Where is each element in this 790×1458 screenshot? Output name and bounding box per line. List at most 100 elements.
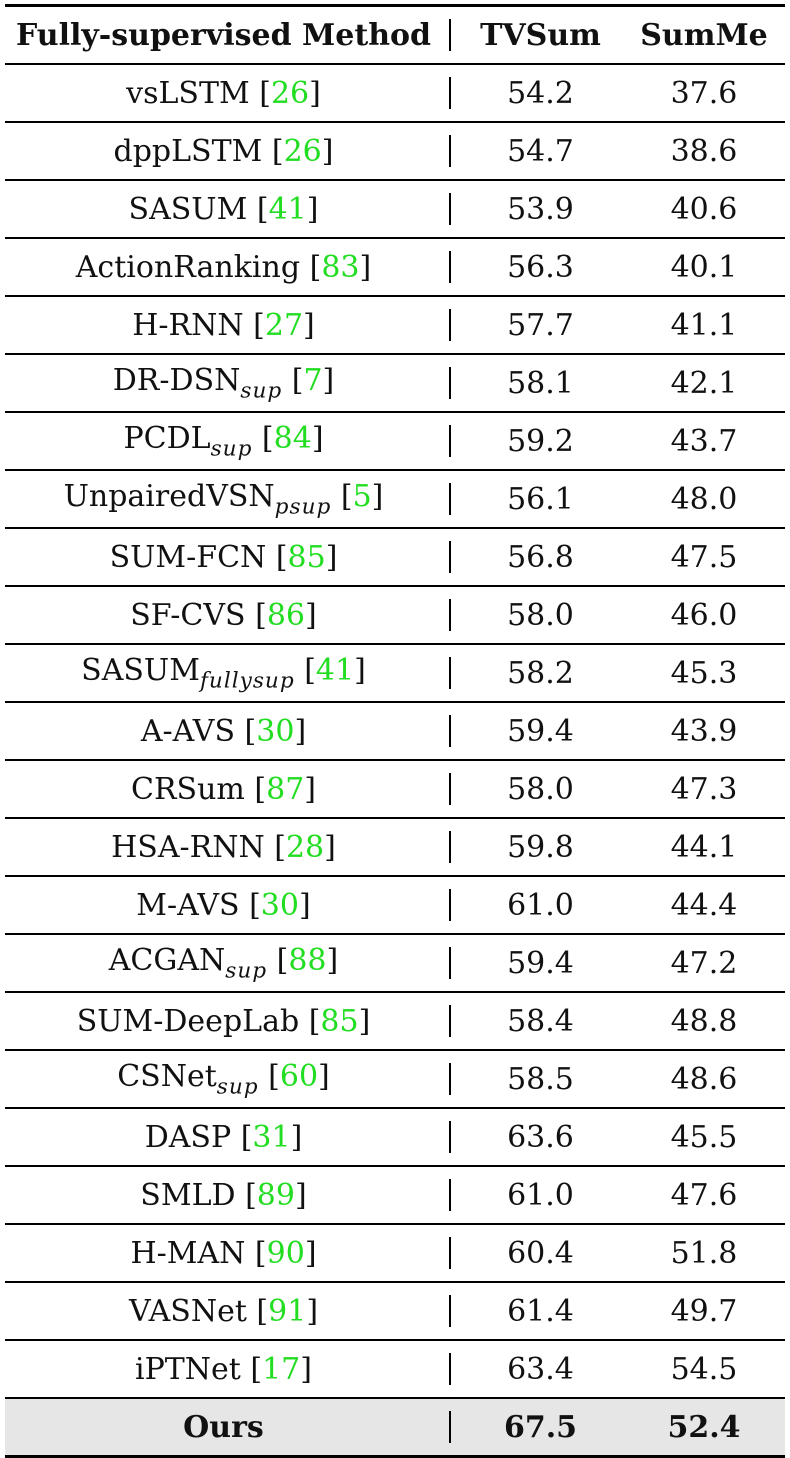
citation-link[interactable]: 90 xyxy=(266,1235,305,1271)
table-row: M-AVS [30] 61.0 44.4 xyxy=(5,876,785,935)
method-name: VASNet xyxy=(128,1293,247,1329)
method-subscript: sup xyxy=(216,1074,259,1100)
method-name: CRSum xyxy=(130,771,245,807)
table-body: vsLSTM [26] 54.2 37.6 dppLSTM [26] 54.7 38.6 S… xyxy=(5,64,785,1458)
table-row: HSA-RNN [28] 59.8 44.1 xyxy=(5,818,785,877)
method-cell: DR-DSNsup [7] xyxy=(5,354,442,413)
column-separator xyxy=(442,528,458,587)
method-cell: iPTNet [17] xyxy=(5,1340,442,1399)
tvsum-score: 59.4 xyxy=(458,702,623,761)
column-separator xyxy=(442,1340,458,1399)
summe-score: 47.6 xyxy=(623,1166,785,1225)
table-row: ACGANsup [88] 59.4 47.2 xyxy=(5,934,785,993)
tvsum-score: 56.1 xyxy=(458,470,623,529)
method-name: HSA-RNN xyxy=(111,829,265,865)
tvsum-score: 59.2 xyxy=(458,412,623,471)
citation-link[interactable]: 5 xyxy=(352,478,372,514)
citation-link[interactable]: 30 xyxy=(256,713,295,749)
citation-link[interactable]: 31 xyxy=(252,1119,291,1155)
method-name: SUM-DeepLab xyxy=(76,1003,300,1039)
header-row: Fully-supervised Method TVSum SumMe xyxy=(5,4,785,65)
table-row: A-AVS [30] 59.4 43.9 xyxy=(5,702,785,761)
tvsum-score: 53.9 xyxy=(458,180,623,239)
table-row: VASNet [91] 61.4 49.7 xyxy=(5,1282,785,1341)
summe-score: 54.5 xyxy=(623,1340,785,1399)
citation-link[interactable]: 85 xyxy=(320,1003,359,1039)
column-separator xyxy=(442,4,458,65)
method-name: vsLSTM xyxy=(126,75,250,111)
citation-link[interactable]: 88 xyxy=(288,942,327,978)
header-summe: SumMe xyxy=(623,4,785,65)
method-name: iPTNet xyxy=(134,1351,241,1387)
tvsum-score: 63.4 xyxy=(458,1340,623,1399)
method-cell: HSA-RNN [28] xyxy=(5,818,442,877)
citation-link[interactable]: 26 xyxy=(270,75,310,111)
table-row: dppLSTM [26] 54.7 38.6 xyxy=(5,122,785,181)
tvsum-score: 61.4 xyxy=(458,1282,623,1341)
method-subscript: fullysup xyxy=(199,668,295,694)
tvsum-score: 56.8 xyxy=(458,528,623,587)
summe-score: 38.6 xyxy=(623,122,785,181)
citation-link[interactable]: 41 xyxy=(268,191,307,227)
method-name: ActionRanking xyxy=(75,249,301,285)
column-separator xyxy=(442,934,458,993)
table-row: DASP [31] 63.6 45.5 xyxy=(5,1108,785,1167)
method-name: CSNet xyxy=(117,1058,217,1094)
method-name: UnpairedVSN xyxy=(63,478,275,514)
citation-link[interactable]: 84 xyxy=(273,420,312,456)
method-cell: H-MAN [90] xyxy=(5,1224,442,1283)
method-name: DR-DSN xyxy=(112,362,241,398)
method-name: PCDL xyxy=(123,420,211,456)
citation-link[interactable]: 91 xyxy=(268,1293,307,1329)
table-row: H-MAN [90] 60.4 51.8 xyxy=(5,1224,785,1283)
tvsum-score: 58.4 xyxy=(458,992,623,1051)
citation-link[interactable]: 27 xyxy=(264,307,304,343)
citation-link[interactable]: 83 xyxy=(321,249,360,285)
method-name: dppLSTM xyxy=(113,133,263,169)
citation-link[interactable]: 17 xyxy=(262,1351,301,1387)
column-separator xyxy=(442,876,458,935)
column-separator xyxy=(442,122,458,181)
tvsum-score: 59.4 xyxy=(458,934,623,993)
citation-link[interactable]: 7 xyxy=(303,362,323,398)
tvsum-score: 58.0 xyxy=(458,760,623,819)
tvsum-score: 58.5 xyxy=(458,1050,623,1109)
citation-link[interactable]: 60 xyxy=(279,1058,319,1094)
method-name: ACGAN xyxy=(108,942,226,978)
method-cell: CRSum [87] xyxy=(5,760,442,819)
method-cell: UnpairedVSNpsup [5] xyxy=(5,470,442,529)
tvsum-score: 63.6 xyxy=(458,1108,623,1167)
tvsum-score: 59.8 xyxy=(458,818,623,877)
citation-link[interactable]: 41 xyxy=(315,652,355,688)
method-cell: SUM-DeepLab [85] xyxy=(5,992,442,1051)
method-cell: SASUM [41] xyxy=(5,180,442,239)
method-cell: SASUMfullysup [41] xyxy=(5,644,442,703)
method-name: SASUM xyxy=(81,652,200,688)
citation-link[interactable]: 26 xyxy=(283,133,322,169)
header-method: Fully-supervised Method xyxy=(5,4,442,65)
column-separator xyxy=(442,1166,458,1225)
table-row: SMLD [89] 61.0 47.6 xyxy=(5,1166,785,1225)
method-subscript: psup xyxy=(274,494,332,520)
summe-score: 47.2 xyxy=(623,934,785,993)
column-separator xyxy=(442,760,458,819)
method-cell: VASNet [91] xyxy=(5,1282,442,1341)
table-row: CRSum [87] 58.0 47.3 xyxy=(5,760,785,819)
column-separator xyxy=(442,702,458,761)
column-separator xyxy=(442,470,458,529)
citation-link[interactable]: 86 xyxy=(266,597,306,633)
citation-link[interactable]: 30 xyxy=(260,887,299,923)
citation-link[interactable]: 87 xyxy=(266,771,305,807)
column-separator xyxy=(442,586,458,645)
method-cell: PCDLsup [84] xyxy=(5,412,442,471)
summe-score: 48.0 xyxy=(623,470,785,529)
column-separator xyxy=(442,64,458,123)
citation-link[interactable]: 89 xyxy=(256,1177,295,1213)
citation-link[interactable]: 28 xyxy=(285,829,325,865)
citation-link[interactable]: 85 xyxy=(287,539,326,575)
method-cell: vsLSTM [26] xyxy=(5,64,442,123)
table-row: SUM-FCN [85] 56.8 47.5 xyxy=(5,528,785,587)
method-name: A-AVS xyxy=(140,713,236,749)
method-name: DASP xyxy=(144,1119,232,1155)
method-subscript: sup xyxy=(210,436,253,462)
